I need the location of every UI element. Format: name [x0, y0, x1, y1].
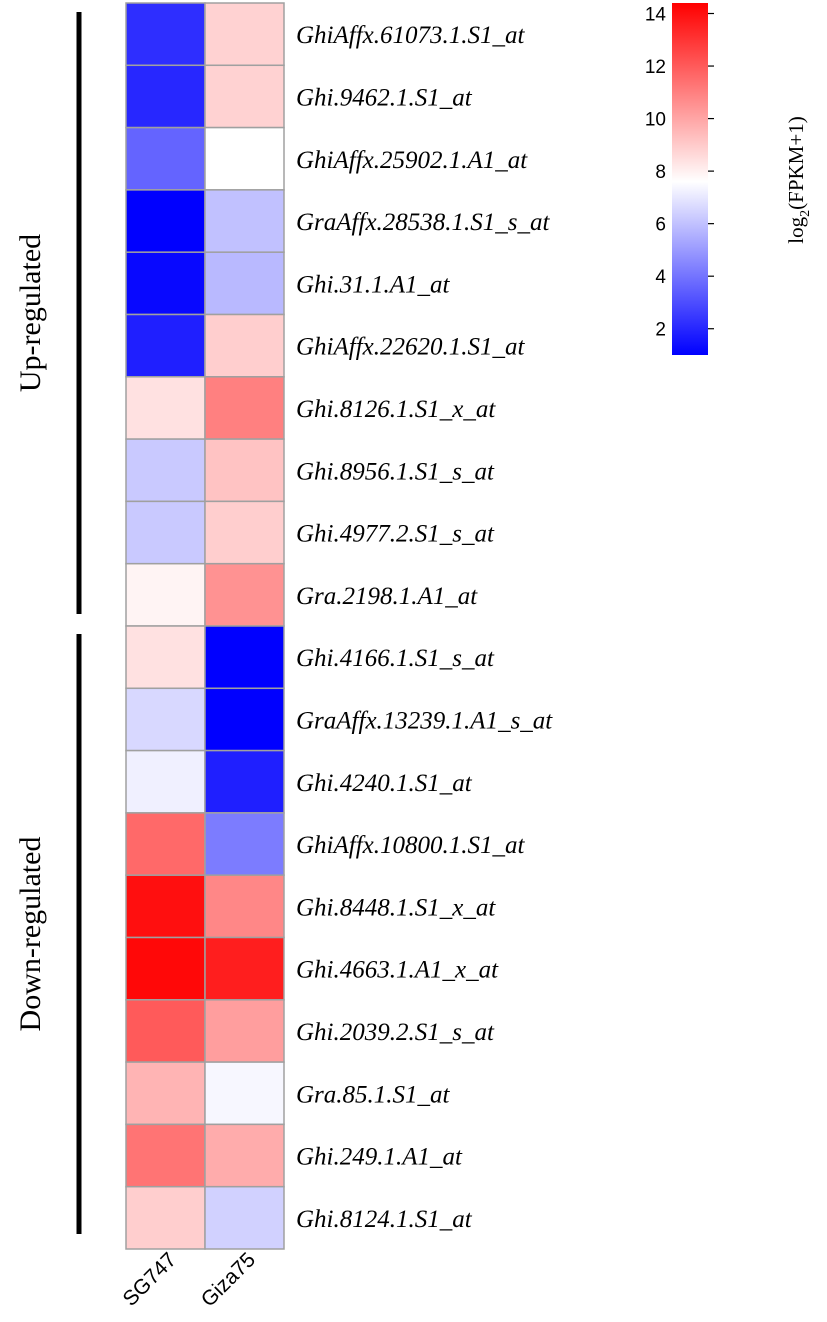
heatmap-cell: [125, 126, 206, 191]
row-label: Ghi.2039.2.S1_s_at: [296, 1019, 495, 1046]
row-label: Gra.2198.1.A1_at: [296, 583, 478, 610]
row-label: Ghi.4240.1.S1_at: [296, 770, 473, 797]
heatmap-cell: [125, 313, 206, 378]
colorbar-gradient: [672, 3, 708, 355]
heatmap-cell: [204, 999, 285, 1063]
heatmap-cell: [125, 500, 206, 565]
row-label: GraAffx.13239.1.A1_s_at: [296, 707, 553, 734]
group-label: Up-regulated: [14, 234, 47, 392]
row-label: Gra.85.1.S1_at: [296, 1081, 451, 1108]
colorbar-title: log2(FPKM+1): [784, 116, 813, 243]
heatmap-cell: [125, 1061, 206, 1126]
row-label: Ghi.8124.1.S1_at: [296, 1206, 473, 1233]
heatmap-cells: [125, 2, 285, 1250]
heatmap-cell: [204, 625, 285, 690]
row-label: GhiAffx.22620.1.S1_at: [296, 334, 526, 361]
heatmap-cell: [204, 376, 285, 440]
column-label: SG747: [119, 1248, 182, 1311]
heatmap-cell: [204, 812, 285, 876]
row-label: Ghi.9462.1.S1_at: [296, 84, 473, 111]
row-label: Ghi.4977.2.S1_s_at: [296, 521, 495, 548]
column-labels: SG747 Giza75: [119, 1248, 261, 1311]
row-labels: GhiAffx.61073.1.S1_at Ghi.9462.1.S1_at Ghi…: [296, 22, 553, 1233]
group-annotations: Up-regulated Down-regulated: [14, 12, 82, 1234]
colorbar-tick-label: 6: [655, 215, 666, 236]
colorbar-tick-label: 2: [655, 320, 666, 341]
heatmap-cell: [204, 749, 285, 814]
heatmap-cell: [125, 936, 206, 1001]
heatmap-cell: [204, 126, 285, 191]
heatmap-cell: [204, 251, 285, 316]
row-label: GhiAffx.61073.1.S1_at: [296, 22, 526, 49]
colorbar-title-rest: (FPKM+1): [784, 116, 808, 210]
row-label: GraAffx.28538.1.S1_s_at: [296, 209, 551, 236]
colorbar-title-main: log: [784, 216, 808, 243]
heatmap-cell: [204, 687, 285, 752]
row-label: Ghi.8448.1.S1_x_at: [296, 894, 496, 921]
heatmap-cell: [204, 313, 285, 378]
heatmap-cell: [204, 1185, 285, 1250]
heatmap-cell: [204, 1123, 285, 1188]
heatmap-cell: [125, 376, 206, 440]
heatmap-cell: [125, 189, 206, 253]
heatmap-cell: [204, 936, 285, 1001]
heatmap-cell: [125, 625, 206, 690]
row-label: Ghi.8956.1.S1_s_at: [296, 458, 495, 485]
heatmap-cell: [204, 64, 285, 129]
heatmap-cell: [204, 500, 285, 565]
heatmap-cell: [204, 1061, 285, 1126]
row-label: Ghi.249.1.A1_at: [296, 1144, 463, 1171]
heatmap-cell: [125, 562, 206, 627]
heatmap-cell: [125, 1123, 206, 1188]
heatmap-cell: [204, 189, 285, 253]
heatmap-cell: [125, 687, 206, 752]
heatmap-cell: [204, 438, 285, 503]
row-label: Ghi.4663.1.A1_x_at: [296, 957, 499, 984]
heatmap-cell: [125, 812, 206, 876]
group-label: Down-regulated: [14, 837, 47, 1032]
colorbar-tick-label: 10: [645, 110, 666, 131]
colorbar-tick-label: 12: [645, 57, 666, 78]
heatmap-cell: [125, 2, 206, 67]
row-label: Ghi.31.1.A1_at: [296, 271, 451, 298]
colorbar-tick-label: 8: [655, 162, 666, 183]
row-label: GhiAffx.25902.1.A1_at: [296, 147, 528, 174]
colorbar-tick-label: 14: [645, 5, 667, 26]
column-label: Giza75: [197, 1248, 260, 1311]
heatmap-cell: [204, 562, 285, 627]
heatmap-cell: [204, 874, 285, 939]
row-label: Ghi.8126.1.S1_x_at: [296, 396, 496, 423]
row-label: Ghi.4166.1.S1_s_at: [296, 645, 495, 672]
colorbar-tick-label: 4: [655, 267, 666, 288]
heatmap-cell: [125, 251, 206, 316]
heatmap-cell: [125, 749, 206, 814]
heatmap-cell: [125, 64, 206, 129]
heatmap-cell: [125, 438, 206, 503]
heatmap-cell: [204, 2, 285, 67]
heatmap-cell: [125, 1185, 206, 1250]
heatmap-cell: [125, 999, 206, 1063]
row-label: GhiAffx.10800.1.S1_at: [296, 832, 526, 859]
colorbar-title-sub: 2: [798, 210, 813, 217]
heatmap-cell: [125, 874, 206, 939]
